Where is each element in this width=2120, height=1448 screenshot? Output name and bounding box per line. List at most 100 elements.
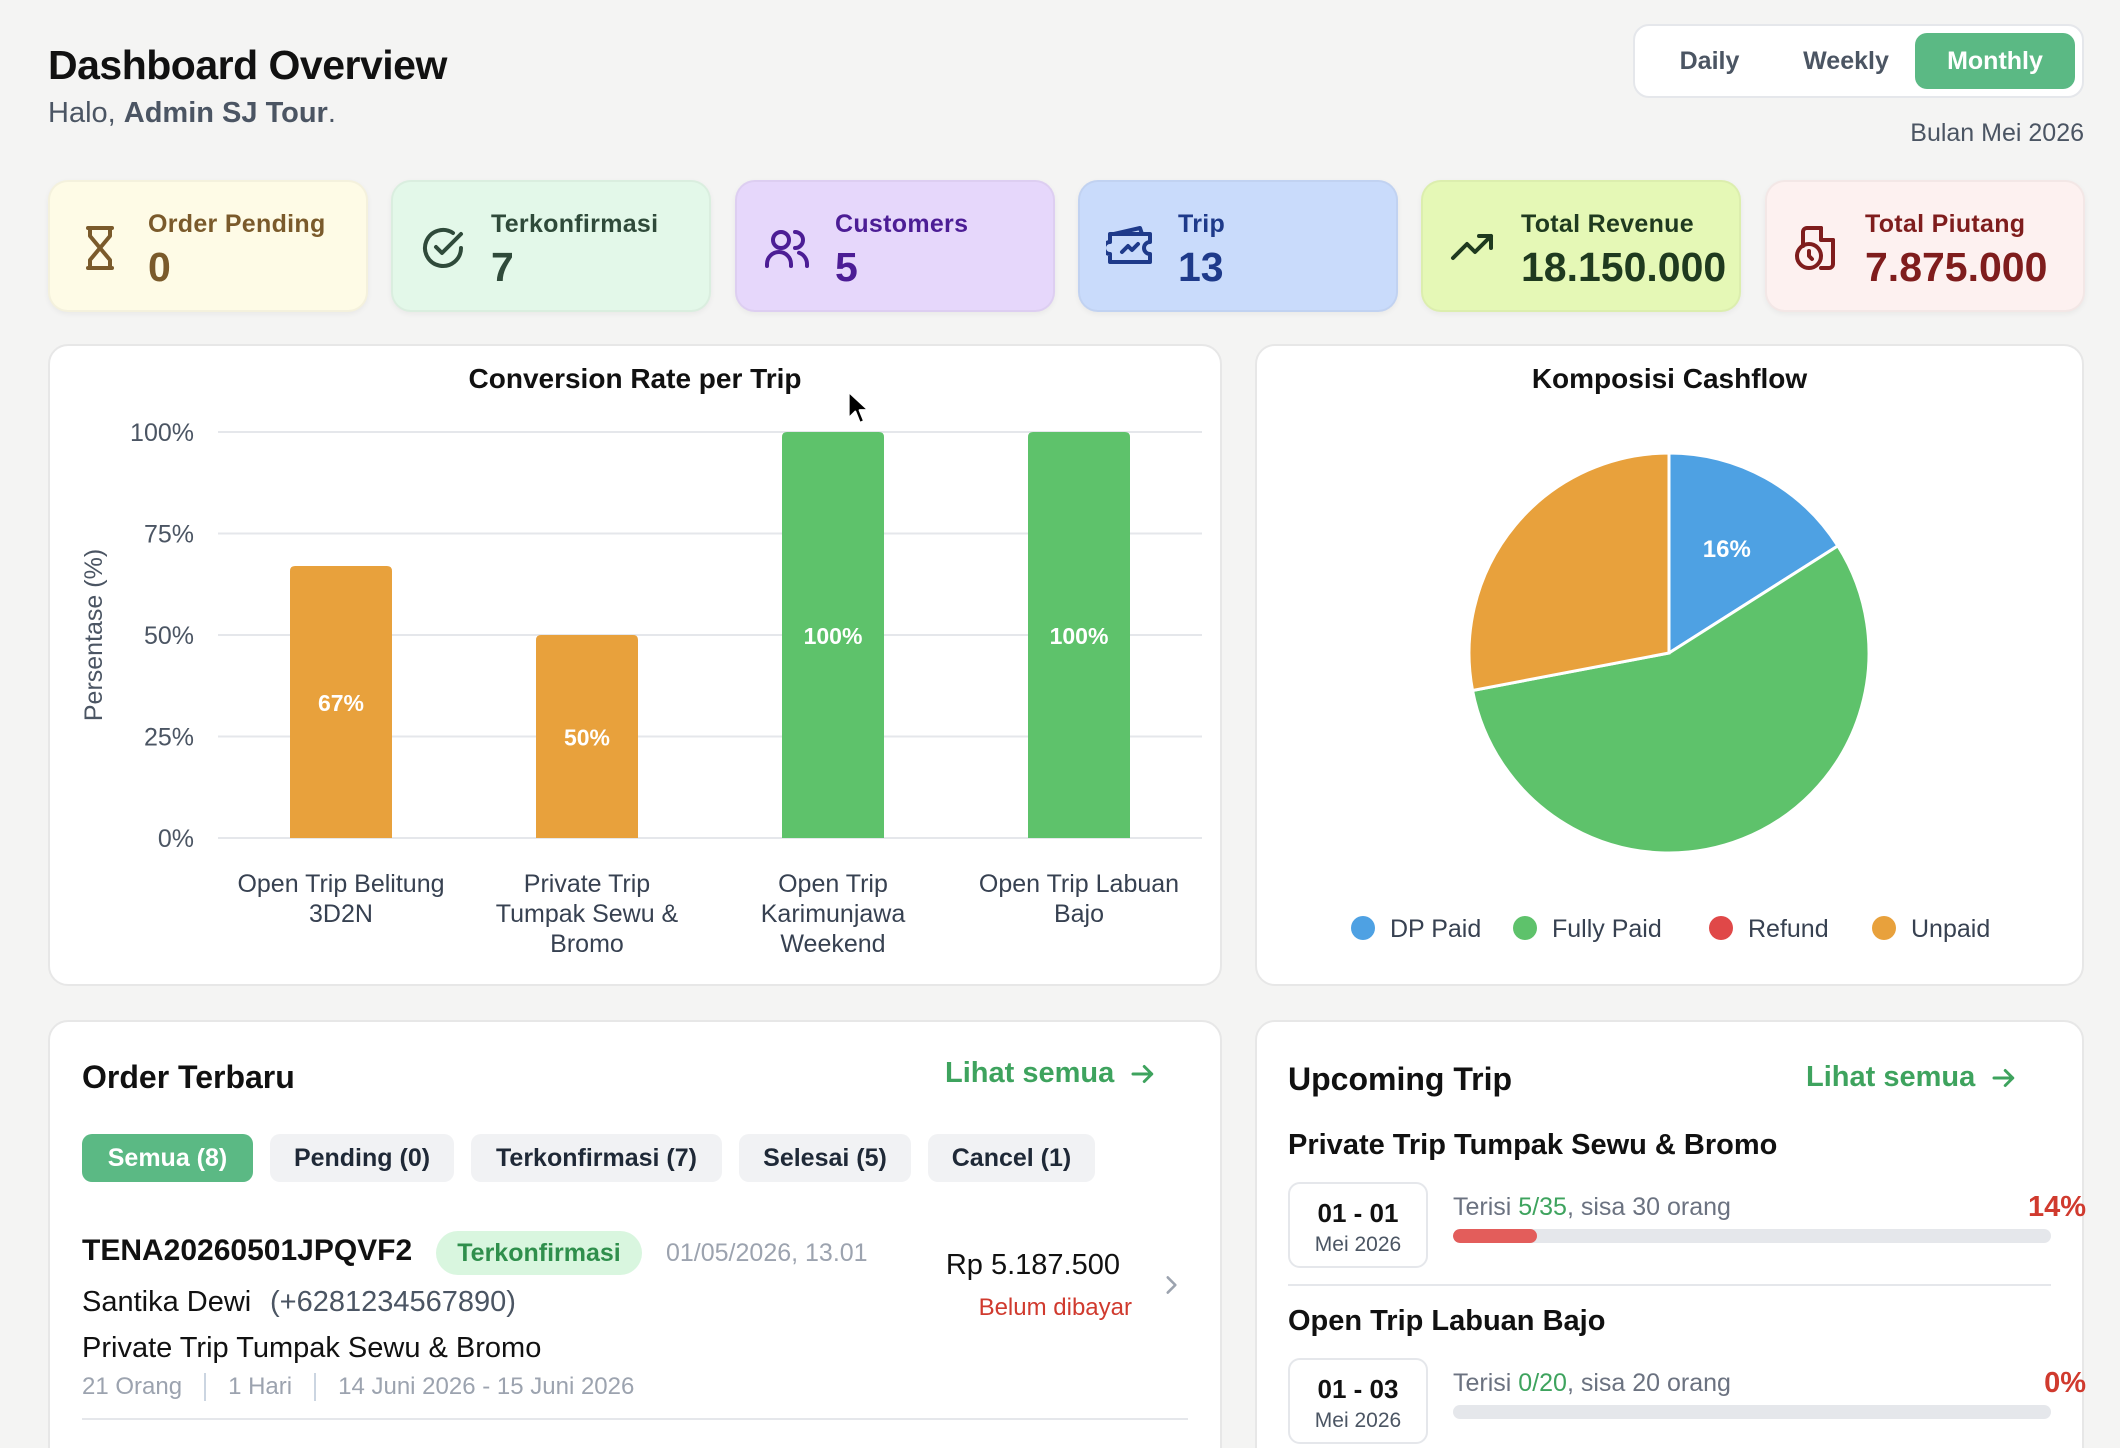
row-divider	[82, 1418, 1188, 1420]
bar	[1028, 432, 1130, 838]
conversion-chart-panel: Conversion Rate per Trip 0% 25% 50% 75% 100%…	[48, 344, 1222, 986]
conversion-bar-chart: 0% 25% 50% 75% 100% Persentase (%) 67% Open Tri…	[80, 419, 1202, 958]
customer-name: Santika Dewi	[82, 1286, 252, 1318]
x-tick-label: Bajo	[1054, 900, 1104, 928]
chart-title: Komposisi Cashflow	[1531, 363, 1808, 394]
bar-data-label: 67%	[318, 690, 364, 716]
user-name: Admin SJ Tour	[123, 97, 328, 129]
fill-prefix: Terisi	[1453, 1193, 1519, 1221]
y-tick-label: 75%	[144, 521, 194, 549]
order-price: Rp 5.187.500	[945, 1249, 1120, 1281]
tab-daily[interactable]: Daily	[1679, 46, 1740, 75]
legend-swatch	[1351, 916, 1375, 940]
order-trip-name: Private Trip Tumpak Sewu & Bromo	[82, 1332, 542, 1364]
stat-card-order-pending[interactable]: Order Pending 0	[48, 180, 368, 312]
hourglass-icon	[86, 226, 114, 270]
tab-monthly[interactable]: Monthly	[1915, 33, 2075, 89]
tab-weekly[interactable]: Weekly	[1803, 46, 1889, 75]
stat-card-terkonfirmasi[interactable]: Terkonfirmasi 7	[391, 180, 711, 312]
x-tick-label: Weekend	[780, 930, 885, 958]
meta-divider	[314, 1373, 317, 1401]
customer-phone: (+6281234567890)	[270, 1286, 516, 1318]
stat-label: Terkonfirmasi	[491, 210, 659, 238]
orders-see-all-link[interactable]: Lihat semua	[945, 1057, 1158, 1090]
y-tick-label: 25%	[144, 724, 194, 752]
filter-pending[interactable]: Pending (0)	[270, 1134, 454, 1182]
trip-date: 01 - 03	[1317, 1374, 1399, 1404]
x-tick-label: Karimunjawa	[761, 900, 906, 928]
fill-progress-bar	[1453, 1405, 2051, 1419]
legend-label: Unpaid	[1911, 915, 1990, 943]
fill-count: 0/20	[1518, 1369, 1567, 1397]
x-tick-label: Open Trip Belitung	[237, 870, 444, 898]
upcoming-see-all-link[interactable]: Lihat semua	[1806, 1061, 2019, 1094]
upcoming-trip-heading: Upcoming Trip	[1288, 1061, 1512, 1097]
greeting-prefix: Halo,	[48, 97, 124, 129]
chevron-right-icon[interactable]	[1158, 1272, 1184, 1298]
meta-divider	[204, 1373, 207, 1401]
see-all-label: Lihat semua	[1806, 1061, 1976, 1093]
stat-card-total-piutang[interactable]: Total Piutang 7.875.000	[1765, 180, 2085, 312]
trip-name: Open Trip Labuan Bajo	[1288, 1305, 1606, 1337]
stat-value: 18.150.000	[1521, 244, 1727, 290]
stat-card-trip[interactable]: Trip 13	[1078, 180, 1398, 312]
chart-title: Conversion Rate per Trip	[468, 363, 802, 394]
y-tick-label: 50%	[144, 622, 194, 650]
see-all-label: Lihat semua	[945, 1057, 1115, 1089]
stat-label: Order Pending	[148, 210, 326, 238]
filter-selesai[interactable]: Selesai (5)	[739, 1134, 911, 1182]
stat-value: 13	[1178, 244, 1224, 290]
bar-data-label: 50%	[564, 725, 610, 751]
recent-orders-heading: Order Terbaru	[82, 1059, 295, 1095]
filter-semua[interactable]: Semua (8)	[82, 1134, 253, 1182]
greeting: Halo, Admin SJ Tour.	[48, 97, 336, 130]
legend-swatch	[1709, 916, 1733, 940]
order-meta: 21 Orang 1 Hari 14 Juni 2026 - 15 Juni 2…	[82, 1373, 634, 1401]
y-axis-label: Persentase (%)	[80, 549, 108, 721]
stat-value: 5	[835, 244, 858, 290]
stat-card-customers[interactable]: Customers 5	[735, 180, 1055, 312]
trip-fill-text: Terisi 0/20, sisa 20 orang	[1453, 1369, 1731, 1398]
recent-orders-panel	[48, 1020, 1222, 1448]
order-duration: 1 Hari	[228, 1373, 293, 1400]
arrow-right-icon	[1992, 1068, 2015, 1087]
cashflow-chart-panel: Komposisi Cashflow 16% DP Paid Fully Paid R…	[1255, 344, 2084, 986]
trip-name: Private Trip Tumpak Sewu & Bromo	[1288, 1129, 1778, 1161]
trip-fill-text: Terisi 5/35, sisa 30 orang	[1453, 1193, 1731, 1222]
payment-status: Belum dibayar	[978, 1294, 1132, 1321]
fill-remaining: , sisa 30 orang	[1566, 1193, 1731, 1221]
arrow-right-icon	[1131, 1064, 1154, 1083]
x-tick-label: 3D2N	[309, 900, 373, 928]
bar	[782, 432, 884, 838]
period-switch: Daily Weekly Monthly	[1633, 24, 2084, 98]
trip-date-box: 01 - 01 Mei 2026	[1288, 1182, 1428, 1268]
fill-progress-bar	[1453, 1229, 2051, 1243]
stat-label: Total Revenue	[1521, 210, 1694, 238]
bar	[536, 635, 638, 838]
x-tick-label: Bromo	[550, 930, 624, 958]
filter-cancel[interactable]: Cancel (1)	[928, 1134, 1095, 1182]
stat-label: Total Piutang	[1865, 210, 2026, 238]
users-icon	[765, 230, 809, 268]
trip-date-box: 01 - 03 Mei 2026	[1288, 1358, 1428, 1444]
mouse-cursor-icon	[847, 390, 870, 425]
stat-value: 0	[148, 244, 171, 290]
stat-value: 7	[491, 244, 514, 290]
ticket-icon	[1106, 226, 1152, 264]
legend-label: Refund	[1748, 915, 1829, 943]
fill-remaining: , sisa 20 orang	[1566, 1369, 1731, 1397]
pie-slice	[1467, 451, 1671, 693]
fill-percent: 0%	[2044, 1367, 2086, 1399]
trip-month: Mei 2026	[1314, 1233, 1402, 1256]
stat-value: 7.875.000	[1865, 244, 2048, 290]
filter-terkonfirmasi[interactable]: Terkonfirmasi (7)	[471, 1134, 722, 1182]
bar-data-label: 100%	[804, 623, 863, 649]
trip-month: Mei 2026	[1314, 1409, 1402, 1432]
stat-card-total-revenue[interactable]: Total Revenue 18.150.000	[1421, 180, 1741, 312]
trip-divider	[1288, 1284, 2051, 1286]
legend-label: Fully Paid	[1552, 915, 1662, 943]
stat-label: Trip	[1178, 210, 1226, 238]
fill-percent: 14%	[2027, 1191, 2086, 1223]
order-dates: 14 Juni 2026 - 15 Juni 2026	[338, 1373, 635, 1400]
order-pax: 21 Orang	[82, 1373, 183, 1400]
